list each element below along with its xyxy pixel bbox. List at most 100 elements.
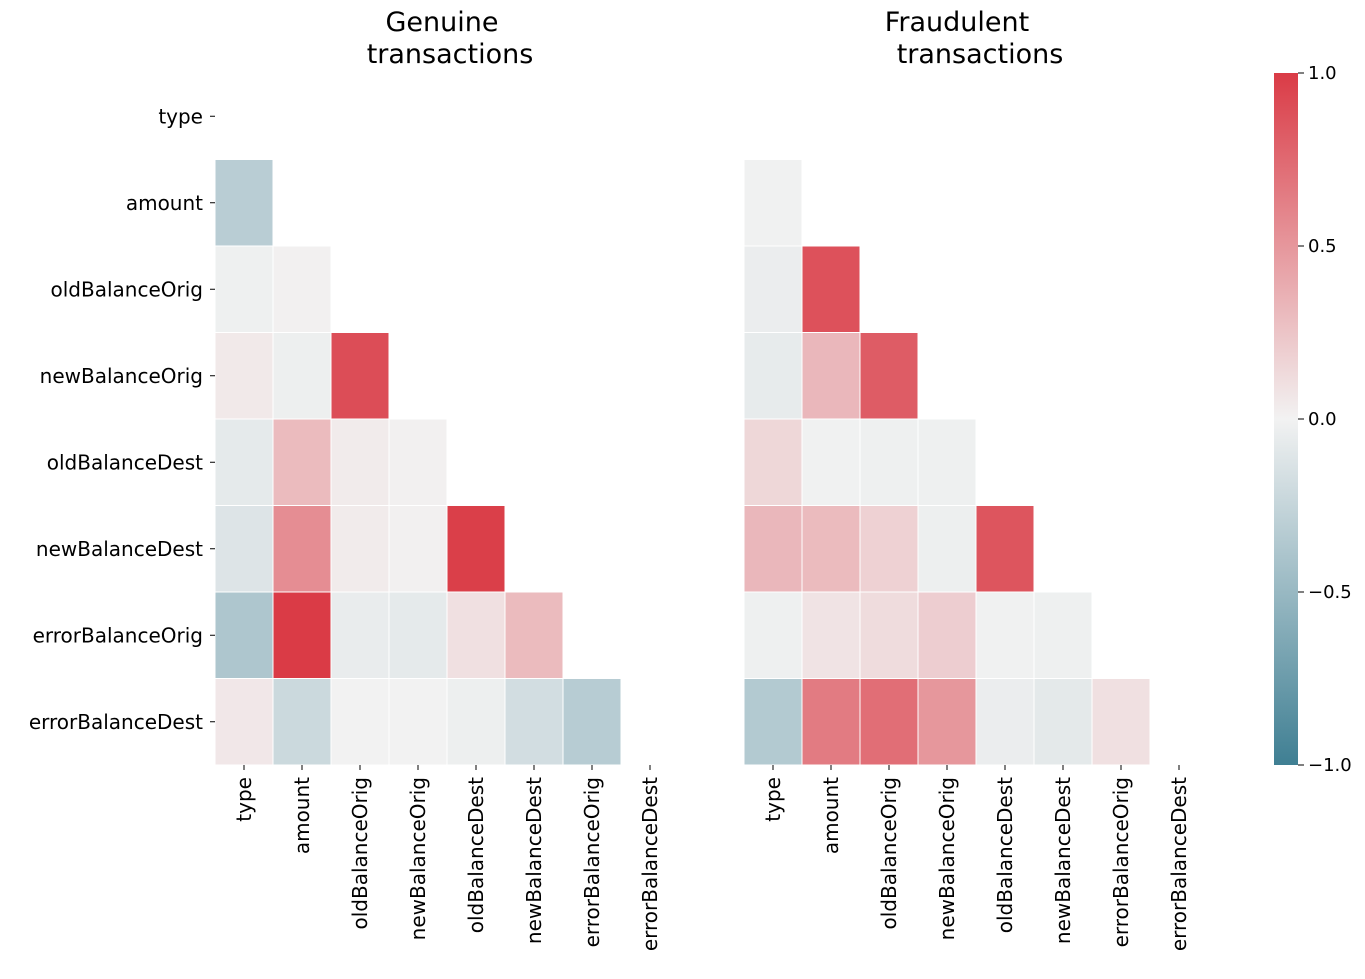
colorbar-tick-label: 1.0: [1308, 63, 1337, 84]
panel-title-line-2: transactions: [897, 39, 1064, 70]
heatmap-cell-errorBalanceOrig-amount: [272, 591, 332, 679]
panel-title-line-2: transactions: [367, 39, 534, 70]
heatmap-cell-errorBalanceOrig-oldBalanceDest: [975, 591, 1035, 679]
column-label-errorBalanceOrig: errorBalanceOrig: [580, 777, 604, 947]
heatmap-cell-errorBalanceDest-oldBalanceDest: [446, 678, 506, 766]
heatmap-cell-oldBalanceDest-newBalanceOrig: [917, 418, 977, 506]
column-label-errorBalanceDest: errorBalanceDest: [638, 777, 662, 951]
heatmap-cell-errorBalanceDest-newBalanceOrig: [917, 678, 977, 766]
colorbar-gradient: [1274, 73, 1298, 765]
heatmap-cell-amount-type: [743, 159, 803, 247]
heatmap-cell-oldBalanceDest-type: [743, 418, 803, 506]
heatmap-cell-errorBalanceDest-amount: [801, 678, 861, 766]
heatmap-cell-errorBalanceDest-type: [743, 678, 803, 766]
heatmap-cell-errorBalanceOrig-oldBalanceDest: [446, 591, 506, 679]
heatmap-cell-errorBalanceDest-oldBalanceDest: [975, 678, 1035, 766]
heatmap-cell-newBalanceDest-newBalanceOrig: [917, 505, 977, 593]
panel-title-line-1: Genuine: [386, 7, 499, 38]
column-label-oldBalanceOrig: oldBalanceOrig: [348, 777, 372, 929]
heatmap-cell-newBalanceDest-oldBalanceDest: [446, 505, 506, 593]
heatmap-cell-errorBalanceOrig-newBalanceDest: [1033, 591, 1093, 679]
heatmap-cell-oldBalanceOrig-amount: [801, 245, 861, 333]
column-label-errorBalanceDest: errorBalanceDest: [1167, 777, 1191, 951]
heatmap-cell-errorBalanceDest-errorBalanceOrig: [1091, 678, 1151, 766]
heatmap-cell-newBalanceDest-amount: [272, 505, 332, 593]
heatmap-cell-oldBalanceDest-newBalanceOrig: [388, 418, 448, 506]
heatmap-cell-oldBalanceDest-amount: [801, 418, 861, 506]
heatmap-cell-newBalanceOrig-type: [743, 332, 803, 420]
heatmap-cell-newBalanceDest-amount: [801, 505, 861, 593]
heatmap-cells: [743, 159, 1151, 766]
heatmap-cell-errorBalanceDest-newBalanceDest: [1033, 678, 1093, 766]
colorbar: 1.0 0.5 0.0 −0.5 −1.0: [1274, 63, 1352, 776]
row-label-oldBalanceDest: oldBalanceDest: [47, 450, 203, 474]
colorbar-tick-label: 0.0: [1308, 409, 1337, 430]
column-tick-labels: type amount oldBalanceOrig newBalanceOrig ol…: [761, 765, 1191, 951]
heatmap-cell-errorBalanceOrig-type: [214, 591, 274, 679]
heatmap-cell-amount-type: [214, 159, 274, 247]
heatmap-cell-oldBalanceDest-oldBalanceOrig: [330, 418, 390, 506]
column-label-newBalanceOrig: newBalanceOrig: [935, 777, 959, 940]
heatmap-cell-newBalanceDest-oldBalanceDest: [975, 505, 1035, 593]
heatmap-cell-errorBalanceDest-oldBalanceOrig: [859, 678, 919, 766]
colorbar-tick-label: 0.5: [1308, 236, 1337, 257]
heatmap-cell-errorBalanceOrig-type: [743, 591, 803, 679]
genuine-heatmap-panel: Genuine transactions type amount oldBalanc…: [29, 7, 662, 951]
heatmap-cell-errorBalanceOrig-newBalanceOrig: [388, 591, 448, 679]
heatmap-cell-newBalanceOrig-oldBalanceOrig: [859, 332, 919, 420]
heatmap-cell-errorBalanceOrig-newBalanceDest: [504, 591, 564, 679]
heatmap-cell-errorBalanceDest-oldBalanceOrig: [330, 678, 390, 766]
heatmap-cell-errorBalanceDest-errorBalanceOrig: [562, 678, 622, 766]
column-label-oldBalanceOrig: oldBalanceOrig: [877, 777, 901, 929]
heatmap-cell-newBalanceDest-type: [743, 505, 803, 593]
fraudulent-heatmap-panel: Fraudulent transactions type amount oldBal…: [743, 7, 1191, 951]
heatmap-cell-errorBalanceOrig-newBalanceOrig: [917, 591, 977, 679]
row-label-amount: amount: [126, 191, 203, 215]
colorbar-tick-label: −0.5: [1308, 582, 1352, 603]
row-label-oldBalanceOrig: oldBalanceOrig: [51, 277, 203, 301]
heatmap-cell-oldBalanceOrig-amount: [272, 245, 332, 333]
row-label-newBalanceOrig: newBalanceOrig: [40, 364, 203, 388]
row-label-errorBalanceOrig: errorBalanceOrig: [33, 623, 203, 647]
row-label-type: type: [158, 104, 203, 128]
column-label-oldBalanceDest: oldBalanceDest: [464, 777, 488, 933]
colorbar-ticks: 1.0 0.5 0.0 −0.5 −1.0: [1298, 63, 1352, 776]
heatmap-cell-errorBalanceOrig-oldBalanceOrig: [859, 591, 919, 679]
heatmap-cell-newBalanceOrig-type: [214, 332, 274, 420]
row-label-newBalanceDest: newBalanceDest: [36, 537, 203, 561]
heatmap-cell-errorBalanceDest-newBalanceDest: [504, 678, 564, 766]
heatmap-cells: [214, 159, 622, 766]
column-tick-labels: type amount oldBalanceOrig newBalanceOrig ol…: [232, 765, 662, 951]
column-label-amount: amount: [819, 777, 843, 854]
column-label-type: type: [232, 777, 256, 822]
heatmap-cell-newBalanceOrig-amount: [272, 332, 332, 420]
heatmap-cell-newBalanceDest-type: [214, 505, 274, 593]
column-label-amount: amount: [290, 777, 314, 854]
heatmap-cell-newBalanceDest-newBalanceOrig: [388, 505, 448, 593]
column-label-newBalanceOrig: newBalanceOrig: [406, 777, 430, 940]
column-label-type: type: [761, 777, 785, 822]
heatmap-cell-errorBalanceDest-type: [214, 678, 274, 766]
row-label-errorBalanceDest: errorBalanceDest: [29, 710, 203, 734]
heatmap-cell-errorBalanceDest-amount: [272, 678, 332, 766]
heatmap-cell-newBalanceOrig-amount: [801, 332, 861, 420]
row-tick-labels: type amount oldBalanceOrig newBalanceOrig ol…: [29, 104, 215, 734]
heatmap-cell-oldBalanceOrig-type: [743, 245, 803, 333]
heatmap-cell-errorBalanceOrig-oldBalanceOrig: [330, 591, 390, 679]
column-label-oldBalanceDest: oldBalanceDest: [993, 777, 1017, 933]
heatmap-cell-oldBalanceDest-type: [214, 418, 274, 506]
heatmap-cell-errorBalanceDest-newBalanceOrig: [388, 678, 448, 766]
heatmap-cell-oldBalanceOrig-type: [214, 245, 274, 333]
column-label-errorBalanceOrig: errorBalanceOrig: [1109, 777, 1133, 947]
column-label-newBalanceDest: newBalanceDest: [1051, 777, 1075, 944]
panel-title-line-1: Fraudulent: [885, 7, 1029, 38]
column-label-newBalanceDest: newBalanceDest: [522, 777, 546, 944]
heatmap-cell-oldBalanceDest-amount: [272, 418, 332, 506]
heatmap-cell-oldBalanceDest-oldBalanceOrig: [859, 418, 919, 506]
heatmap-cell-newBalanceOrig-oldBalanceOrig: [330, 332, 390, 420]
heatmap-cell-errorBalanceOrig-amount: [801, 591, 861, 679]
heatmap-cell-newBalanceDest-oldBalanceOrig: [330, 505, 390, 593]
colorbar-tick-label: −1.0: [1308, 755, 1352, 776]
heatmap-cell-newBalanceDest-oldBalanceOrig: [859, 505, 919, 593]
